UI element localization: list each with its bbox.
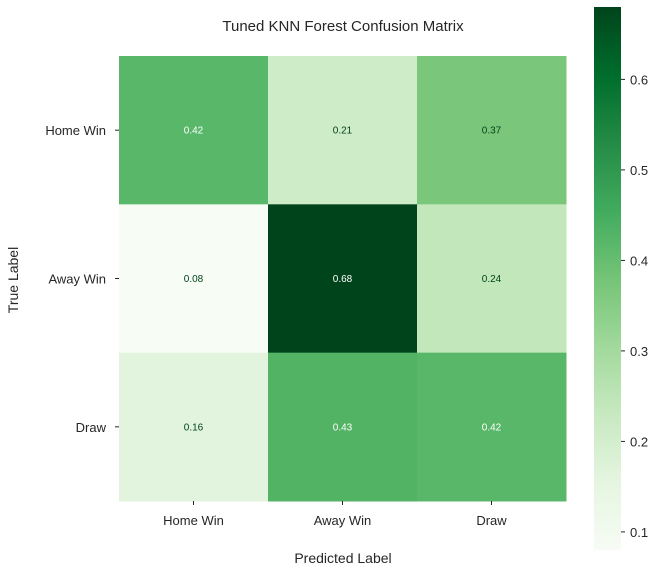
cell-value-label: 0.08 [184,274,204,285]
cell-value-label: 0.16 [184,422,204,433]
colorbar-tick-label: 0.1 [630,525,648,540]
x-axis-ticks: Home Win Away Win Draw [163,500,507,528]
colorbar-tick-label: 0.4 [630,253,648,268]
cell-value-label: 0.21 [333,126,353,137]
cell-value-label: 0.43 [333,422,353,433]
colorbar [594,7,621,550]
y-axis-ticks: Home Win Away Win Draw [45,123,119,435]
colorbar-tick-label: 0.3 [630,344,648,359]
heatmap-cell [268,352,418,502]
y-tick-label: Away Win [48,271,106,286]
chart-title: Tuned KNN Forest Confusion Matrix [222,18,464,35]
colorbar-ticks: 0.1 0.2 0.3 0.4 0.5 0.6 [621,72,648,540]
x-tick-label: Draw [476,513,507,528]
cell-value-label: 0.37 [482,126,502,137]
heatmap-cell [417,204,567,354]
y-axis-label: True Label [5,247,21,313]
heatmap-cell-labels: 0.42 0.21 0.37 0.08 0.68 0.24 0.16 0.43 0.42 [184,126,502,434]
heatmap-cells [119,56,567,502]
colorbar-tick-label: 0.5 [630,163,648,178]
colorbar-tick-label: 0.2 [630,434,648,449]
cell-value-label: 0.42 [482,422,502,433]
heatmap-cell [268,204,418,354]
colorbar-tick-label: 0.6 [630,72,648,87]
y-tick-label: Draw [76,420,107,435]
heatmap-cell [417,352,567,502]
heatmap-cell [417,56,567,205]
cell-value-label: 0.42 [184,126,204,137]
y-tick-label: Home Win [45,123,106,138]
cell-value-label: 0.68 [333,274,353,285]
x-tick-label: Home Win [163,513,224,528]
x-tick-label: Away Win [314,513,372,528]
x-axis-label: Predicted Label [294,550,391,566]
cell-value-label: 0.24 [482,274,502,285]
heatmap-cell [119,204,269,354]
heatmap-cell [119,352,269,502]
heatmap-cell [268,56,418,205]
heatmap-cell [119,56,269,205]
